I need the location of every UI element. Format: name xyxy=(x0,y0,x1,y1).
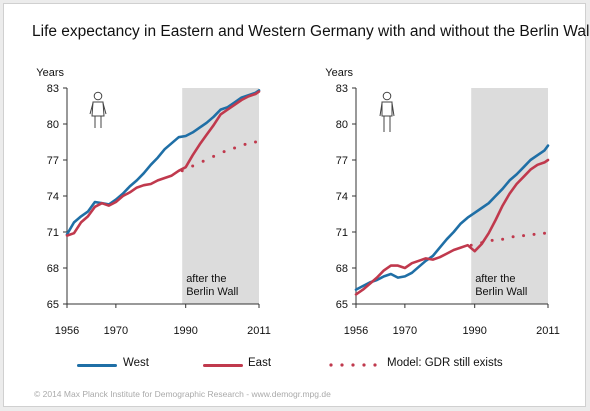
figure-frame: Life expectancy in Eastern and Western G… xyxy=(3,3,590,407)
series-line-west xyxy=(65,89,261,236)
legend-east-label: East xyxy=(248,357,272,369)
chart-title: Life expectancy in Eastern and Western G… xyxy=(32,23,590,40)
annotation-after-wall: after the Berlin Wall xyxy=(186,273,238,298)
annotation-line: Berlin Wall xyxy=(475,286,527,298)
model-point xyxy=(254,140,258,144)
icon-body xyxy=(381,101,393,117)
annotation-line: after the xyxy=(475,273,515,285)
x-tick-label: 1990 xyxy=(173,325,197,337)
x-tick-label: 2011 xyxy=(536,325,560,337)
y-tick-label: 80 xyxy=(336,119,348,131)
y-tick-label: 65 xyxy=(336,299,348,311)
x-tick-label: 1956 xyxy=(344,325,368,337)
model-point xyxy=(233,146,237,150)
x-tick-label: 1970 xyxy=(104,325,128,337)
annotation-after-wall: after the Berlin Wall xyxy=(475,273,527,298)
panel-male: Years 65 68 71 74 77 80 83 1956 1970 1990 2011 after… xyxy=(325,67,560,337)
y-tick-label: 83 xyxy=(47,83,59,95)
model-point xyxy=(532,232,536,236)
model-point xyxy=(480,241,484,245)
legend-model-label: Model: GDR still exists xyxy=(387,357,503,369)
series-line-west xyxy=(354,144,550,291)
y-tick-label: 80 xyxy=(47,119,59,131)
icon-arms xyxy=(379,102,395,117)
legend-model-dot xyxy=(373,363,377,367)
legend-east-line xyxy=(203,364,243,367)
icon-arms xyxy=(89,102,107,115)
model-point xyxy=(490,238,494,242)
legend-model-dot xyxy=(351,363,355,367)
legend-model-dot xyxy=(329,363,333,367)
legend-west-line xyxy=(77,364,117,367)
model-point xyxy=(511,235,515,239)
post-wall-shade xyxy=(182,88,259,304)
y-axis-label: Years xyxy=(36,67,64,79)
copyright-notice: © 2014 Max Planck Institute for Demograp… xyxy=(34,389,331,399)
model-point xyxy=(522,234,526,238)
y-tick-label: 77 xyxy=(336,155,348,167)
model-point xyxy=(543,231,547,235)
series-line-east xyxy=(354,158,550,296)
y-tick-label: 74 xyxy=(47,191,59,203)
legend-model-dot xyxy=(340,363,344,367)
icon-body xyxy=(91,101,105,117)
annotation-line: Berlin Wall xyxy=(186,286,238,298)
legend-west-label: West xyxy=(123,357,149,369)
female-person-icon xyxy=(89,91,107,128)
y-tick-label: 74 xyxy=(336,191,348,203)
model-point xyxy=(222,150,226,154)
model-point xyxy=(469,243,473,247)
model-point xyxy=(201,159,205,163)
model-point xyxy=(180,169,184,173)
x-tick-label: 1970 xyxy=(393,325,417,337)
y-tick-label: 68 xyxy=(336,263,348,275)
y-tick-label: 77 xyxy=(47,155,59,167)
legend-model-dots xyxy=(329,363,377,367)
y-tick-label: 71 xyxy=(47,227,59,239)
model-point xyxy=(212,154,216,158)
icon-head xyxy=(382,91,392,101)
model-point xyxy=(243,142,247,146)
icon-head xyxy=(93,91,103,101)
model-point xyxy=(191,164,195,168)
icon-legs xyxy=(94,116,102,128)
y-tick-label: 68 xyxy=(47,263,59,275)
panel-female: Years 65 68 71 74 77 80 83 1956 1970 1990 2011 after… xyxy=(36,67,271,337)
male-person-icon xyxy=(379,91,395,132)
annotation-line: after the xyxy=(186,273,226,285)
y-axis-label: Years xyxy=(325,67,353,79)
charts-svg: Years 65 68 71 74 77 80 83 1956 1970 1990 2011 after… xyxy=(36,67,560,337)
x-tick-label: 1990 xyxy=(462,325,486,337)
y-tick-label: 65 xyxy=(47,299,59,311)
y-tick-label: 71 xyxy=(336,227,348,239)
model-point xyxy=(501,237,505,241)
legend-model-dot xyxy=(362,363,366,367)
x-tick-label: 2011 xyxy=(247,325,271,337)
y-tick-label: 83 xyxy=(336,83,348,95)
icon-legs xyxy=(383,116,391,132)
series-line-east xyxy=(65,90,261,237)
legend: West East Model: GDR still exists xyxy=(4,349,587,379)
x-tick-label: 1956 xyxy=(55,325,79,337)
